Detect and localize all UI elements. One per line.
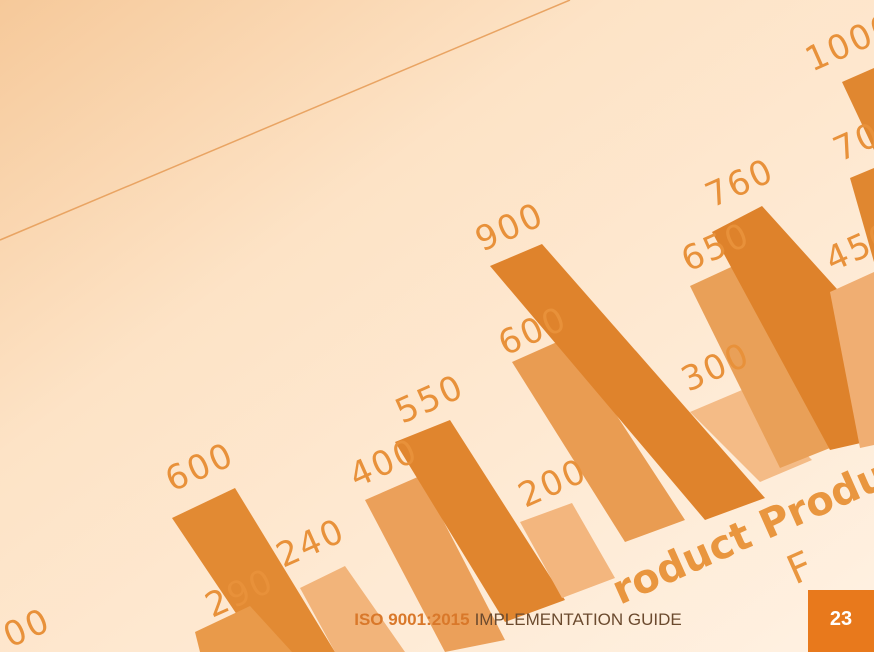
rule-line <box>0 0 571 241</box>
bar <box>490 244 765 520</box>
bar <box>172 488 335 652</box>
footer-title-bold: ISO 9001:2015 <box>354 610 469 629</box>
bar <box>842 68 874 150</box>
bar <box>365 476 505 652</box>
footer-title: ISO 9001:2015 IMPLEMENTATION GUIDE <box>354 610 681 629</box>
bar <box>300 566 405 652</box>
bar <box>850 168 874 262</box>
photo-labels: 0060029024040055020060090030065076045070… <box>0 5 874 652</box>
bar <box>520 503 615 598</box>
bar <box>712 206 874 450</box>
page-number-box <box>808 590 874 652</box>
bars <box>172 68 874 652</box>
bar <box>512 338 685 542</box>
bar <box>195 606 292 652</box>
bar <box>830 272 874 448</box>
page-number: 23 <box>830 608 852 630</box>
footer-title-rest: IMPLEMENTATION GUIDE <box>475 610 682 629</box>
bar <box>690 262 830 468</box>
bar <box>395 420 565 622</box>
